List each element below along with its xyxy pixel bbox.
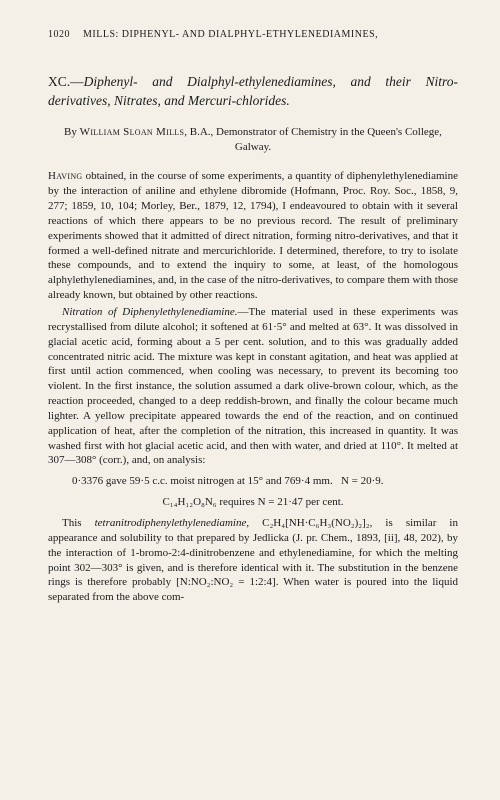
author-line: By William Sloan Mills, B.A., Demonstrat… bbox=[48, 125, 458, 156]
formula-requirement-line: C₁₄H₁₂O₈N₆ requires N = 21·47 per cent. bbox=[48, 495, 458, 510]
title-number: XC.— bbox=[48, 74, 84, 89]
paragraph-1: Having obtained, in the course of some e… bbox=[48, 169, 458, 303]
author-by: By bbox=[64, 126, 80, 138]
author-name: William Sloan Mills bbox=[80, 126, 185, 138]
para1-lead: Having bbox=[48, 170, 83, 182]
page-container: 1020 MILLS: DIPHENYL- AND DIALPHYL-ETHYL… bbox=[0, 0, 500, 627]
para2-heading: Nitration of Diphenylethylenediamine. bbox=[62, 306, 237, 318]
para2-text: —The material used in these experiments … bbox=[48, 306, 458, 466]
running-head-text: MILLS: DIPHENYL- AND DIALPHYL-ETHYLENEDI… bbox=[83, 29, 378, 40]
paragraph-2: Nitration of Diphenylethylenediamine.—Th… bbox=[48, 305, 458, 468]
compound-name: tetranitrodiphenylethylenediamine bbox=[95, 517, 247, 529]
para1-text: obtained, in the course of some experime… bbox=[48, 170, 458, 301]
running-header: 1020 MILLS: DIPHENYL- AND DIALPHYL-ETHYL… bbox=[48, 28, 458, 42]
paragraph-3: This tetranitrodiphenylethylenediamine, … bbox=[48, 516, 458, 605]
title-text: Diphenyl- and Dialphyl-ethylenediamines,… bbox=[48, 74, 458, 109]
para3-a: This bbox=[62, 517, 95, 529]
analysis-data-line: 0·3376 gave 59·5 c.c. moist nitrogen at … bbox=[48, 474, 458, 489]
author-suffix: , B.A., Demonstrator of Chemistry in the… bbox=[184, 126, 442, 153]
page-number: 1020 bbox=[48, 28, 70, 42]
para3-b: , C₂H₄[NH·C₆H₃(NO₂)₂]₂, is similar in ap… bbox=[48, 517, 458, 603]
article-title: XC.—Diphenyl- and Dialphyl-ethylenediami… bbox=[48, 72, 458, 111]
